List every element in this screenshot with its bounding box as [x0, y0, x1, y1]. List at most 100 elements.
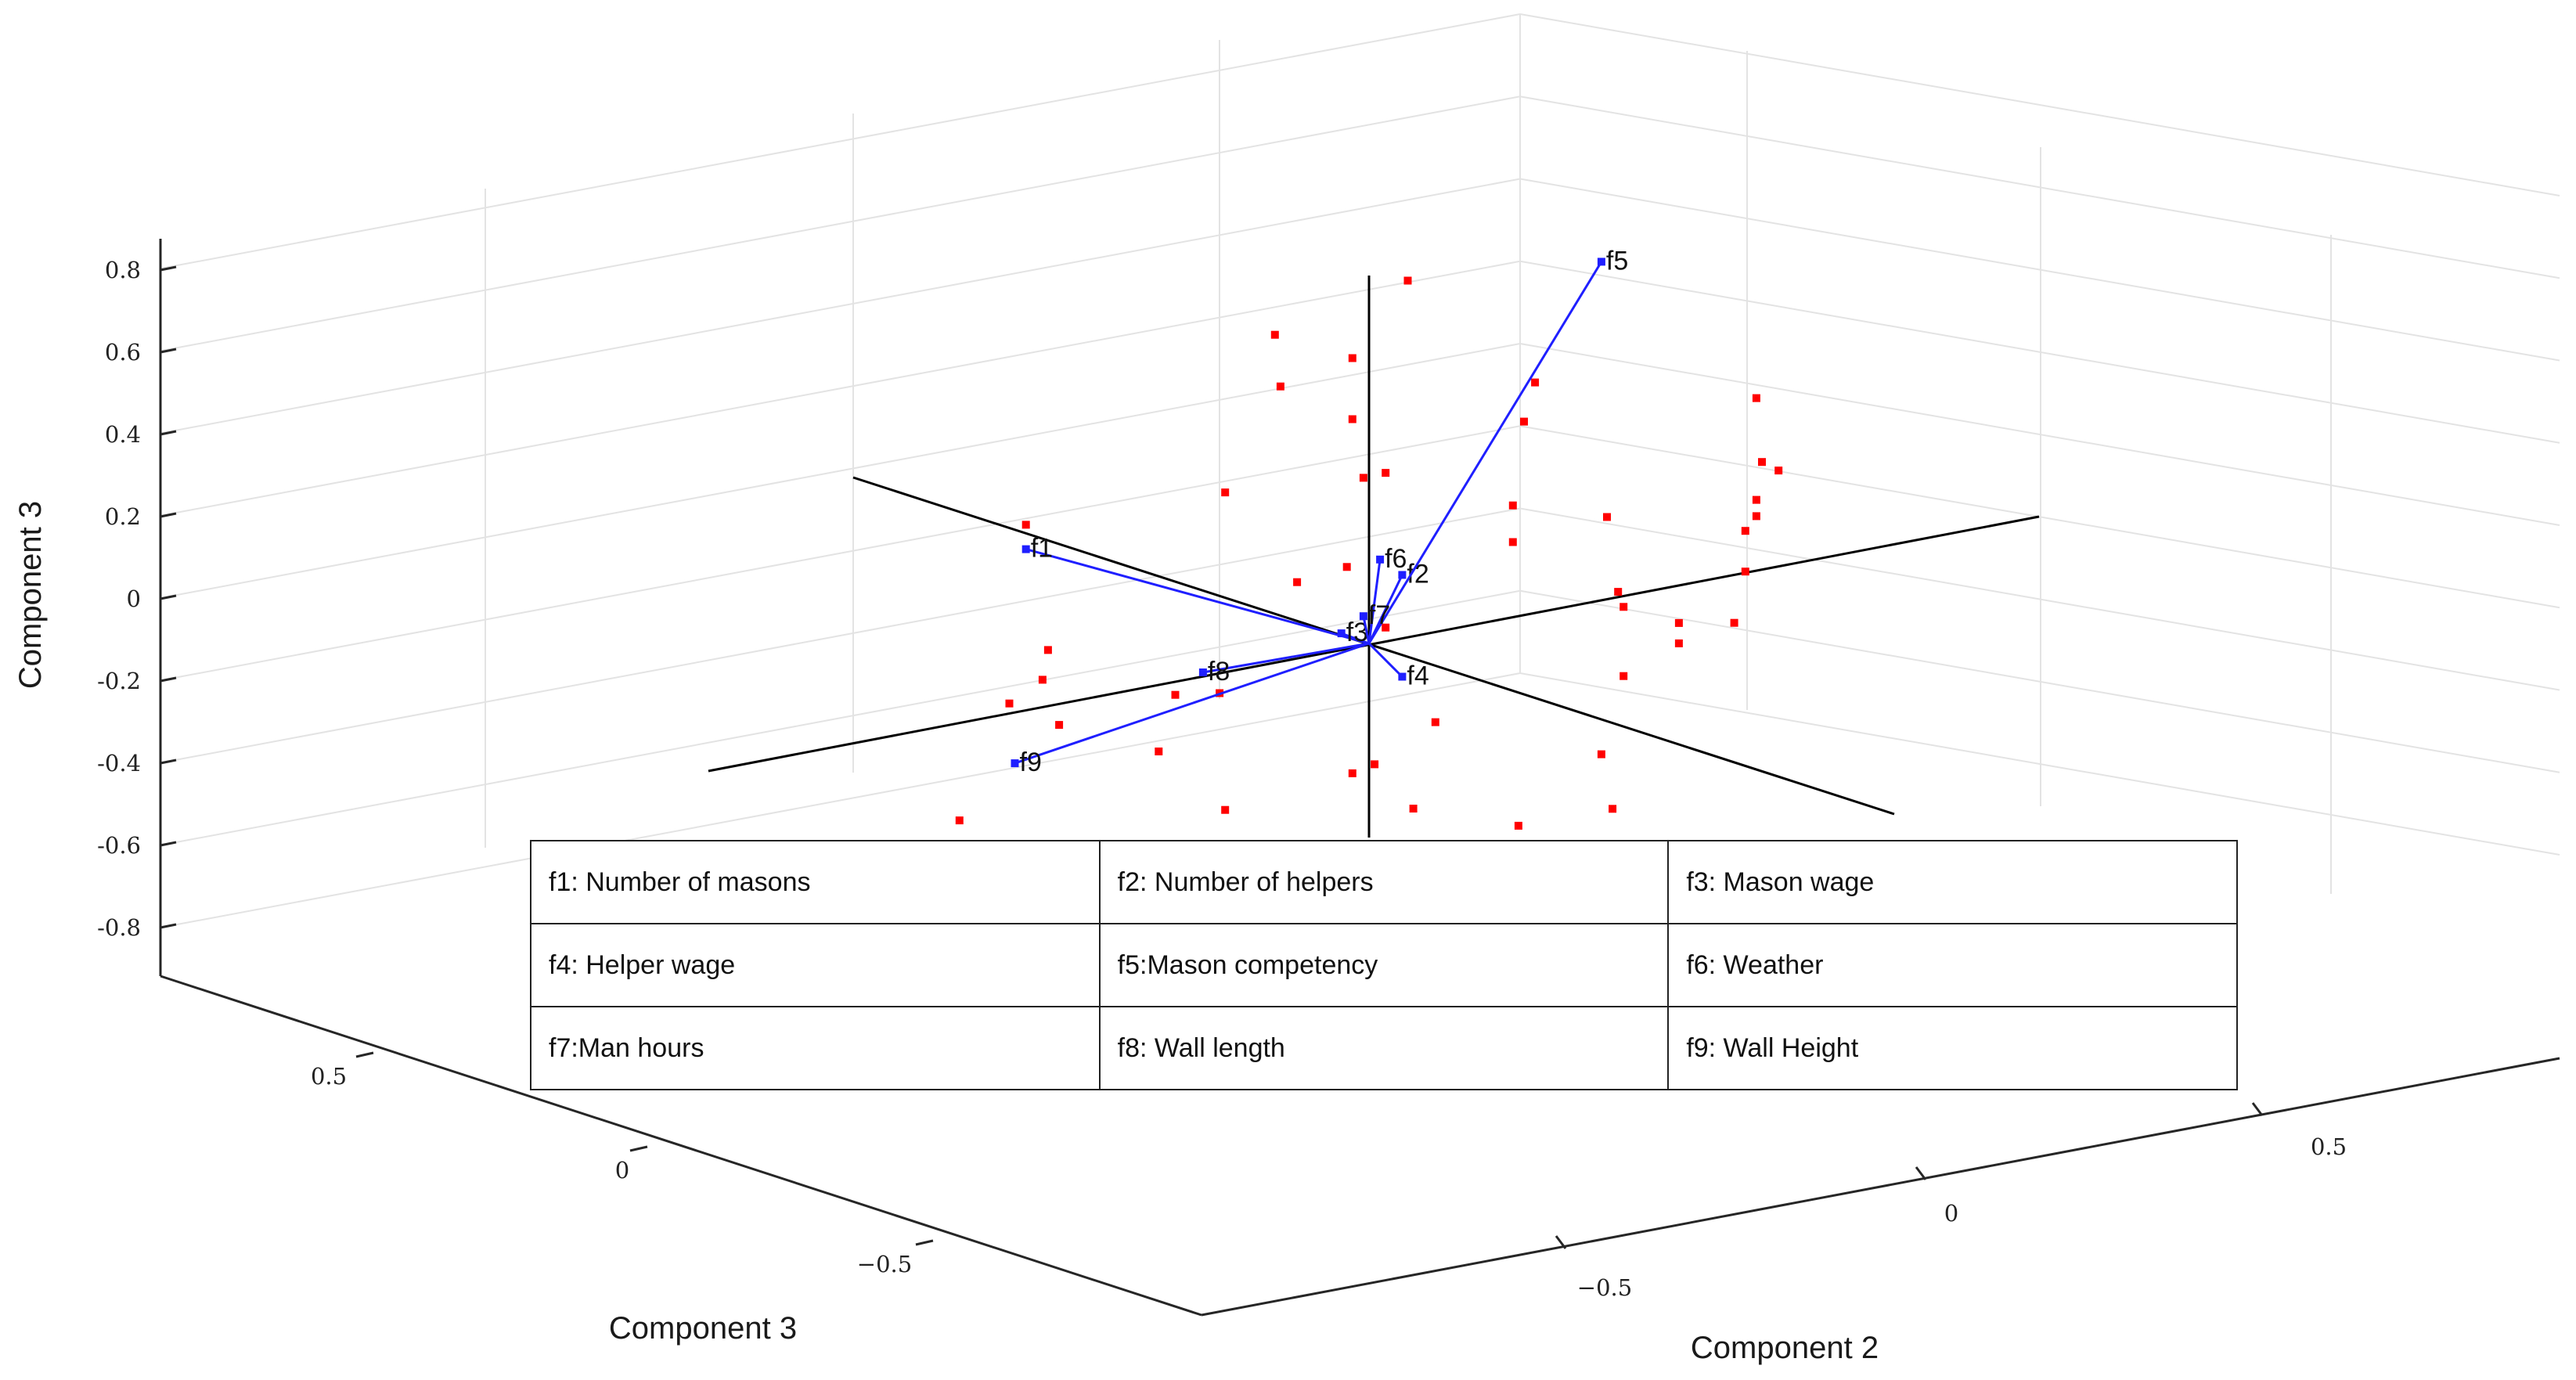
grid-line — [160, 13, 1521, 269]
right-tick-label: −0.5 — [1577, 1274, 1632, 1301]
score-point — [1348, 769, 1356, 777]
vector-f4 — [1367, 642, 1403, 678]
score-point — [1619, 603, 1628, 611]
grid — [160, 13, 2560, 928]
score-point — [1409, 805, 1418, 813]
z-tick-mark — [160, 841, 177, 847]
score-point — [1171, 690, 1180, 699]
grid-line — [160, 260, 1521, 517]
left-tick-label: 0.5 — [311, 1063, 347, 1090]
score-point — [1508, 538, 1517, 546]
vector-tip-f6 — [1376, 555, 1385, 564]
score-point — [1270, 330, 1279, 339]
grid-line — [160, 425, 1521, 682]
grid-line — [1519, 13, 2560, 196]
z-tick-label: 0 — [127, 586, 141, 612]
score-point — [1603, 513, 1611, 521]
z-tick-label: 0.8 — [105, 257, 141, 283]
z-tick-label: -0.2 — [97, 668, 141, 694]
score-point — [1348, 415, 1356, 423]
z-tick-mark — [160, 265, 177, 272]
z-tick-label: 0.2 — [105, 503, 141, 530]
score-point — [1276, 382, 1284, 391]
score-point — [1055, 721, 1064, 730]
score-point — [1674, 639, 1683, 647]
z-tick-label: -0.6 — [97, 832, 141, 859]
legend-cell: f8: Wall length — [1098, 1006, 1670, 1090]
score-point — [1514, 821, 1522, 830]
z-tick-mark — [160, 923, 177, 929]
score-point — [1774, 467, 1783, 475]
grid-line — [160, 672, 1521, 928]
right-tick-mark — [2251, 1102, 2264, 1116]
axis-labels: Component 3 Component 3 Component 2 — [13, 501, 1879, 1365]
score-point — [1758, 458, 1766, 467]
right-tick-label: 0 — [1944, 1200, 1958, 1227]
z-tick-label: -0.8 — [97, 914, 141, 941]
left-base-axis-line — [160, 975, 1202, 1317]
origin-axis-lines — [708, 276, 2040, 838]
score-point — [1005, 699, 1014, 708]
grid-line — [160, 507, 1521, 764]
vector-f5 — [1367, 261, 1603, 644]
score-point — [1221, 805, 1230, 814]
score-point — [1752, 512, 1760, 521]
vector-label-f6: f6 — [1385, 544, 1407, 574]
vector-tip-f7 — [1359, 612, 1367, 621]
score-point — [1520, 417, 1528, 426]
score-point — [1382, 469, 1390, 477]
score-point — [1752, 495, 1760, 504]
vector-label-f1: f1 — [1031, 534, 1053, 564]
score-point — [1155, 748, 1163, 755]
z-axis-label: Component 3 — [13, 501, 48, 689]
legend-cell: f7:Man hours — [530, 1006, 1101, 1090]
score-point — [1293, 578, 1302, 586]
grid-line — [160, 479, 1520, 765]
legend-cell: f1: Number of masons — [530, 840, 1101, 924]
left-tick-mark — [355, 1051, 374, 1058]
z-tick-mark — [160, 594, 177, 600]
score-point — [1359, 474, 1367, 482]
grid-line — [160, 343, 1521, 599]
z-tick-mark — [160, 758, 177, 765]
vector-f9 — [1014, 642, 1370, 765]
score-point — [1730, 618, 1738, 627]
origin-component2-axis — [708, 515, 2040, 773]
score-point — [1221, 488, 1230, 497]
score-point — [1431, 718, 1439, 726]
vector-tip-f5 — [1597, 258, 1605, 266]
legend-cell: f6: Weather — [1667, 923, 2238, 1007]
score-point — [1342, 563, 1351, 571]
legend-cell: f4: Helper wage — [530, 923, 1101, 1007]
grid-line — [160, 479, 1520, 887]
right-tick-label: 0.5 — [2311, 1133, 2347, 1160]
score-point — [1614, 588, 1623, 596]
right-base-axis-line — [1201, 1057, 2560, 1317]
score-point — [1619, 672, 1628, 680]
vector-f2 — [1367, 574, 1403, 644]
vector-label-f9: f9 — [1020, 748, 1042, 777]
score-point — [1609, 805, 1617, 813]
vector-tip-f4 — [1398, 672, 1407, 681]
vector-f6 — [1367, 559, 1382, 644]
vector-tip-f8 — [1198, 668, 1207, 676]
grid-line — [160, 589, 1521, 846]
grid-line — [160, 479, 1520, 643]
score-point — [1531, 378, 1540, 387]
vector-f7 — [1362, 615, 1371, 644]
z-tick-mark — [160, 676, 177, 683]
score-point — [1674, 618, 1683, 627]
left-tick-label: 0 — [615, 1157, 629, 1184]
left-tick-label: −0.5 — [857, 1251, 912, 1277]
score-point — [1597, 750, 1605, 758]
z-tick-mark — [160, 512, 177, 518]
score-point — [1043, 646, 1052, 654]
grid-line — [160, 178, 1521, 434]
vector-label-f7: f7 — [1368, 600, 1390, 630]
score-point — [1371, 760, 1379, 769]
vector-label-f4: f4 — [1407, 661, 1429, 691]
score-point — [1348, 354, 1356, 362]
score-point — [1752, 394, 1760, 402]
z-tick-mark — [160, 430, 177, 436]
